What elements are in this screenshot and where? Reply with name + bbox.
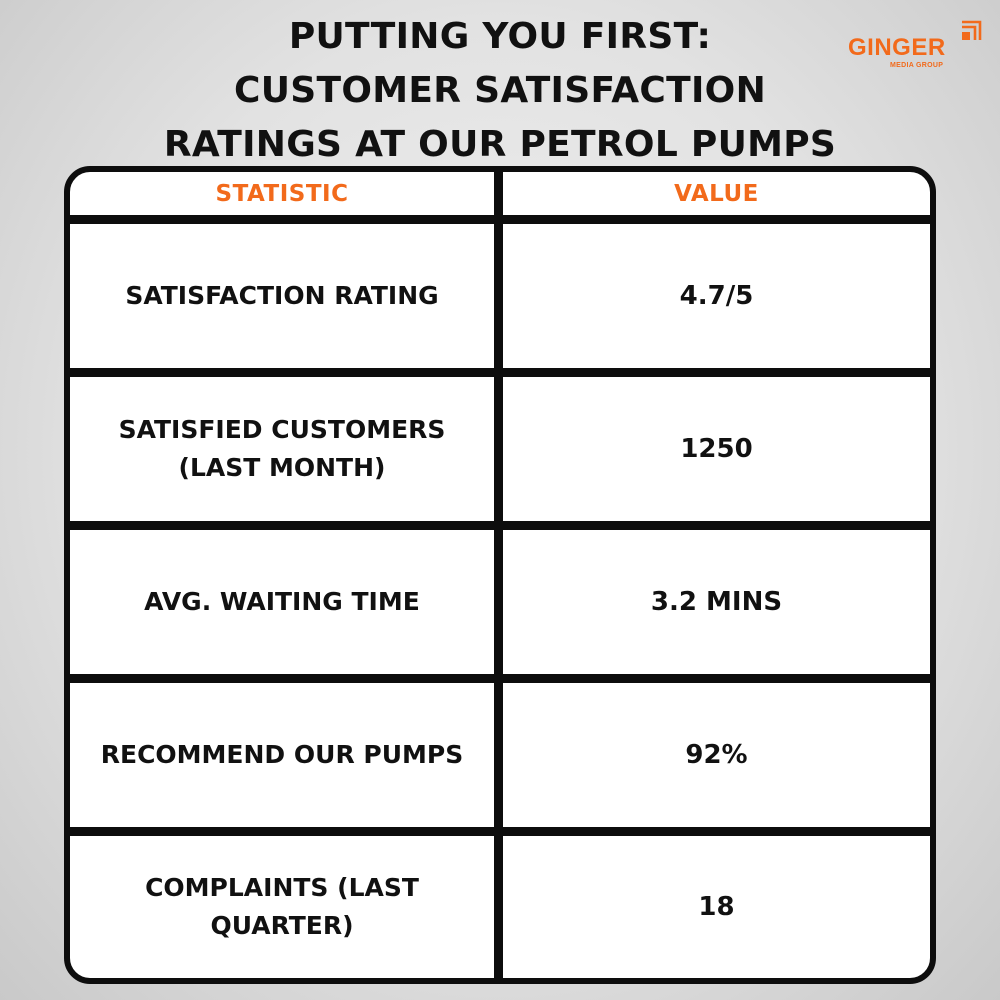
row-statistic: RECOMMEND OUR PUMPS [70, 683, 503, 836]
row-value: 18 [698, 892, 735, 922]
row-statistic: SATISFIED CUSTOMERS (LAST MONTH) [70, 377, 503, 530]
satisfaction-table: STATISTIC VALUE SATISFACTION RATING 4.7/… [64, 166, 936, 984]
row-value: 3.2 MINS [503, 530, 930, 683]
row-value: 1250 [503, 377, 930, 530]
row-statistic: COMPLAINTS (LAST QUARTER) [70, 836, 503, 978]
header-value: VALUE [503, 172, 930, 224]
logo-tagline: MEDIA GROUP [890, 62, 944, 69]
title-line-2: CUSTOMER SATISFACTION [233, 70, 766, 111]
page-title: PUTTING YOU FIRST: CUSTOMER SATISFACTION… [0, 10, 1000, 172]
row-value: 4.7/5 [503, 224, 930, 377]
row-statistic: AVG. WAITING TIME [70, 530, 503, 683]
logo-wordmark: GINGER [848, 34, 946, 61]
header-statistic: STATISTIC [70, 172, 503, 224]
ginger-media-group-logo: GINGER MEDIA GROUP [848, 20, 988, 80]
logo-signal-icon [962, 20, 982, 40]
row-value: 92% [503, 683, 930, 836]
row-statistic: SATISFACTION RATING [70, 224, 503, 377]
title-line-1: PUTTING YOU FIRST: [288, 16, 712, 57]
title-line-3: RATINGS AT OUR PETROL PUMPS [163, 124, 837, 165]
